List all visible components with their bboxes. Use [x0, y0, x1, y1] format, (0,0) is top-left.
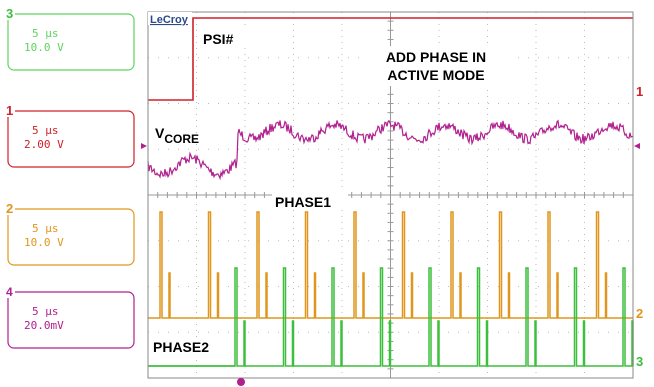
phase2-trace [148, 267, 634, 367]
label-bg [150, 337, 230, 355]
label-bg [200, 28, 250, 48]
scale: 10.0 V [24, 41, 64, 54]
add-phase-label: ADD PHASE IN [386, 49, 486, 65]
box [7, 291, 135, 349]
timebase: 5 µs [32, 222, 59, 235]
psi-label: PSI# [203, 31, 234, 47]
graticule-border [147, 11, 634, 379]
vcore-trace [147, 119, 634, 181]
channel-number: 2 [6, 201, 13, 216]
timebase: 5 µs [32, 27, 59, 40]
vcore-label: VCORE [155, 125, 199, 146]
box [7, 13, 135, 71]
vcore-sub: CORE [164, 132, 199, 146]
channel-number: 1 [6, 103, 13, 118]
scale: 2.00 V [24, 138, 64, 151]
phase1-label: PHASE1 [275, 194, 331, 210]
channel-1-box: 1 5 µs 2.00 V [5, 103, 135, 168]
box [7, 110, 135, 168]
box [7, 208, 135, 266]
channel-2-box: 2 5 µs 10.0 V [5, 201, 135, 266]
marker-1: 1 [636, 84, 643, 99]
channel-number: 4 [6, 285, 13, 299]
box-gap [5, 103, 15, 117]
box-gap [5, 284, 15, 298]
timebase: 5 µs [32, 305, 59, 318]
offset-marker [634, 143, 640, 149]
phase2-label: PHASE2 [153, 339, 209, 355]
label-bg [272, 192, 348, 210]
brand: LeCroy [150, 14, 189, 26]
channel-4-box: 4 5 µs 20.0mV [5, 284, 135, 349]
channel-3-box: 3 5 µs 10.0 V [5, 6, 135, 71]
vcore-v: V [155, 125, 165, 141]
label-bg [360, 46, 510, 86]
box-gap [5, 201, 15, 215]
scale: 20.0mV [24, 319, 64, 332]
timebase: 5 µs [32, 124, 59, 137]
channel-number: 3 [6, 6, 13, 21]
add-phase-label: ACTIVE MODE [387, 67, 484, 83]
waveforms [147, 17, 634, 367]
box-gap [5, 6, 15, 20]
marker-2: 2 [636, 306, 643, 321]
offset-marker [141, 143, 147, 149]
brand-bg [148, 12, 192, 25]
trigger-marker [237, 378, 245, 386]
scale: 10.0 V [24, 236, 64, 249]
marker-3: 3 [636, 354, 643, 369]
psi-trace [148, 17, 633, 101]
